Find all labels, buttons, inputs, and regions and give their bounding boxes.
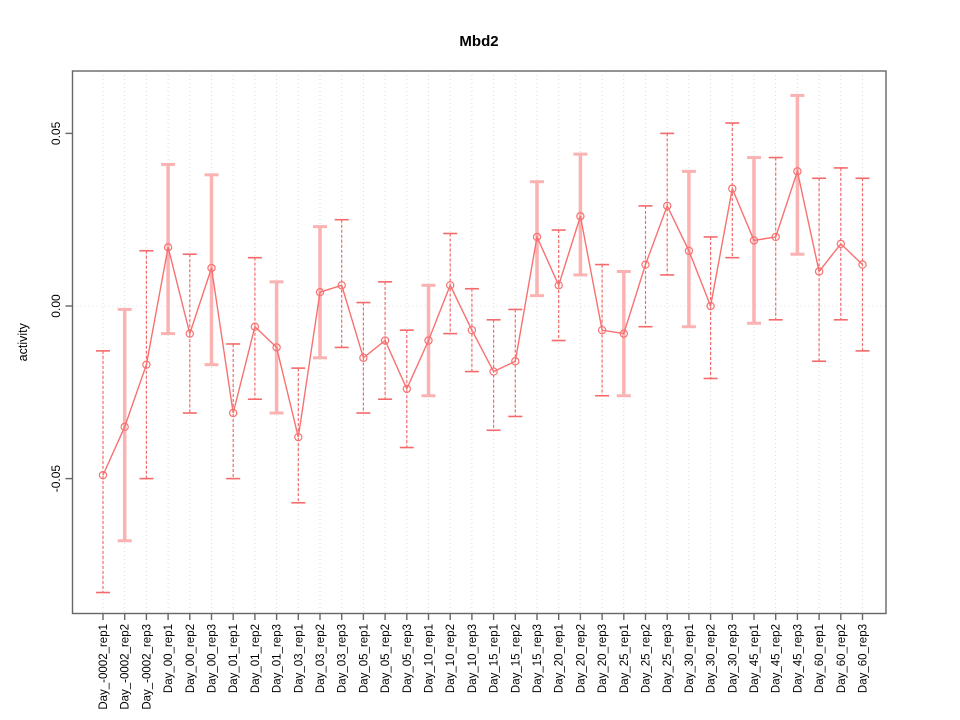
- data-point: [402, 384, 411, 394]
- x-tick-label: Day_20_rep2: [575, 624, 587, 693]
- x-tick-label: Day_10_rep3: [467, 624, 479, 693]
- axis-layer: 0.05 0.00 -0.05 Day_-0002_rep1 Day_-0002_rep…: [49, 70, 887, 710]
- x-tick-label: Day_03_rep1: [293, 624, 305, 693]
- x-tick-label: Day_45_rep2: [771, 624, 783, 693]
- data-point-layer: [98, 167, 867, 480]
- data-point: [163, 243, 173, 252]
- data-point: [250, 322, 260, 331]
- data-point: [641, 260, 650, 269]
- data-point: [728, 184, 737, 193]
- data-point: [207, 263, 216, 273]
- x-tick-label: Day_45_rep3: [792, 624, 804, 693]
- x-tick-label: Day_05_rep2: [380, 624, 392, 693]
- data-point: [98, 470, 108, 480]
- x-tick-label: Day_30_rep3: [727, 624, 739, 693]
- data-point: [294, 432, 303, 442]
- x-tick-label: Day_00_rep2: [185, 624, 197, 693]
- x-tick-label: Day_05_rep1: [358, 624, 370, 693]
- x-tick-label: Day_45_rep1: [749, 624, 761, 693]
- data-point: [684, 246, 694, 255]
- data-point: [706, 301, 715, 311]
- data-point: [142, 360, 151, 369]
- x-tick-label: Day_00_rep3: [207, 624, 219, 693]
- x-tick-label: Day_01_rep3: [272, 624, 284, 693]
- x-tick-label: Day_10_rep1: [424, 624, 436, 693]
- data-point: [120, 422, 129, 432]
- data-point: [814, 267, 824, 276]
- error-bar-layer: [96, 93, 870, 594]
- data-point: [597, 325, 607, 335]
- data-point: [858, 260, 867, 269]
- x-tick-label: Day_60_rep2: [836, 624, 848, 693]
- x-tick-label: Day_05_rep3: [402, 624, 414, 693]
- x-tick-label: Day_00_rep1: [163, 624, 175, 693]
- data-point: [315, 287, 325, 297]
- x-tick-label: Day_25_rep1: [619, 624, 631, 693]
- chart-title: Mbd2: [459, 33, 498, 50]
- data-point: [836, 239, 846, 249]
- data-point: [793, 167, 802, 176]
- data-point: [228, 408, 238, 418]
- x-tick-label: Day_30_rep2: [706, 624, 718, 693]
- x-tick-label: Day_-0002_rep3: [141, 624, 153, 710]
- x-tick-label: Day_03_rep2: [315, 624, 327, 693]
- data-point: [337, 281, 346, 290]
- data-point: [424, 336, 433, 345]
- grid-layer: [72, 71, 886, 614]
- data-point: [467, 325, 477, 335]
- series-line: [102, 168, 863, 476]
- data-point: [489, 367, 498, 376]
- data-point: [185, 329, 194, 338]
- x-tick-label: Day_15_rep3: [532, 624, 544, 693]
- data-point: [749, 236, 759, 245]
- y-tick-label: 0.05: [49, 121, 63, 145]
- x-tick-label: Day_20_rep3: [597, 624, 609, 693]
- x-tick-label: Day_01_rep1: [228, 624, 240, 693]
- data-point: [532, 232, 542, 242]
- series-line-layer: [102, 168, 863, 476]
- x-tick-label: Day_01_rep2: [250, 624, 262, 693]
- x-tick-label: Day_30_rep1: [684, 624, 696, 693]
- plot-box: [71, 70, 887, 615]
- data-point: [576, 212, 585, 221]
- x-tick-label: Day_10_rep2: [445, 624, 457, 693]
- x-tick-label: Day_20_rep1: [554, 624, 566, 693]
- x-tick-label: Day_25_rep2: [641, 624, 653, 693]
- data-point: [663, 201, 672, 211]
- x-tick-label: Day_60_rep1: [814, 624, 826, 693]
- y-axis-title: activity: [16, 322, 30, 361]
- y-tick-label: 0.00: [49, 294, 63, 318]
- data-point: [359, 353, 368, 362]
- data-point: [380, 336, 390, 345]
- x-tick-label: Day_25_rep3: [662, 624, 674, 693]
- x-tick-label: Day_15_rep2: [510, 624, 522, 693]
- x-tick-label: Day_03_rep3: [337, 624, 349, 693]
- data-point: [619, 329, 629, 338]
- data-point: [554, 281, 563, 290]
- y-tick-label: -0.05: [49, 465, 63, 493]
- data-point: [446, 281, 455, 290]
- data-point: [511, 357, 520, 366]
- x-tick-label: Day_15_rep1: [489, 624, 501, 693]
- data-point: [771, 232, 780, 242]
- x-tick-label: Day_60_rep3: [858, 624, 870, 693]
- x-tick-label: Day_-0002_rep1: [98, 624, 110, 710]
- x-tick-label: Day_-0002_rep2: [120, 624, 132, 710]
- data-point: [272, 343, 281, 352]
